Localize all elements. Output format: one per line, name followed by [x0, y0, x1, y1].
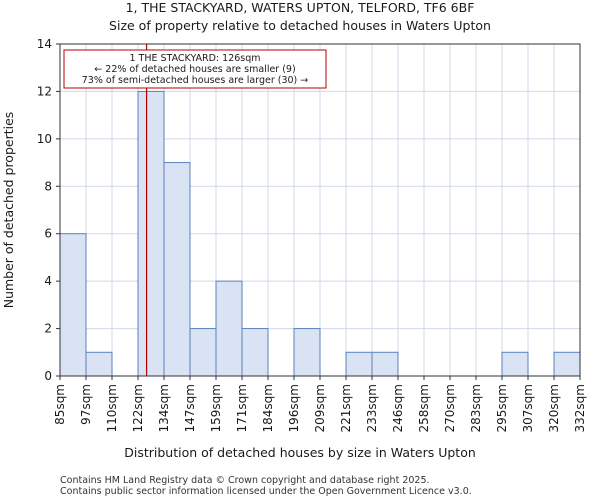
x-tick-label: 97sqm [79, 384, 93, 425]
x-tick-label: 184sqm [261, 384, 275, 432]
bar-233sqm [371, 351, 399, 377]
x-tick-label: 307sqm [521, 384, 535, 432]
bar-134sqm [163, 162, 191, 377]
x-tick-label: 209sqm [313, 384, 327, 432]
x-tick-label: 258sqm [417, 384, 431, 432]
annotation-line-2: ← 22% of detached houses are smaller (9) [94, 64, 295, 75]
x-tick-label: 332sqm [573, 384, 587, 432]
x-tick-label: 295sqm [495, 384, 509, 432]
x-tick-label: 171sqm [235, 384, 249, 432]
bar-221sqm [345, 351, 373, 377]
x-tick-label: 122sqm [131, 384, 145, 432]
x-tick-label: 233sqm [365, 384, 379, 432]
bar-196sqm [293, 328, 321, 377]
x-tick-label: 196sqm [287, 384, 301, 432]
x-tick-label: 147sqm [183, 384, 197, 432]
y-tick-label: 14 [37, 37, 52, 51]
y-tick-label: 8 [44, 179, 52, 193]
x-axis-ticks: 85sqm 97sqm 110sqm 122sqm 134sqm 147sqm 159sqm… [53, 376, 587, 432]
y-tick-label: 2 [44, 322, 52, 336]
y-axis-ticks: 0 2 4 6 8 10 12 14 [37, 37, 60, 383]
bar-85sqm [59, 233, 87, 377]
x-tick-label: 110sqm [105, 384, 119, 432]
chart-title: 1, THE STACKYARD, WATERS UPTON, TELFORD,… [126, 0, 475, 15]
bar-122sqm [137, 90, 165, 377]
annotation-line-3: 73% of semi-detached houses are larger (… [82, 75, 309, 86]
x-tick-label: 85sqm [53, 384, 67, 425]
x-tick-label: 221sqm [339, 384, 353, 432]
bars [59, 90, 581, 377]
annotation-box: 1 THE STACKYARD: 126sqm ← 22% of detache… [63, 49, 327, 89]
bar-295sqm [501, 351, 529, 377]
y-axis-label: Number of detached properties [1, 112, 16, 309]
bar-97sqm [85, 351, 113, 377]
chart-subtitle: Size of property relative to detached ho… [109, 18, 491, 33]
bar-147sqm [189, 328, 217, 377]
x-tick-label: 134sqm [157, 384, 171, 432]
y-tick-label: 6 [44, 227, 52, 241]
y-tick-label: 0 [44, 369, 52, 383]
x-tick-label: 270sqm [443, 384, 457, 432]
x-tick-label: 283sqm [469, 384, 483, 432]
x-tick-label: 159sqm [209, 384, 223, 432]
footer-line-1: Contains HM Land Registry data © Crown c… [60, 475, 430, 486]
x-tick-label: 320sqm [547, 384, 561, 432]
bar-171sqm [241, 328, 269, 377]
annotation-line-1: 1 THE STACKYARD: 126sqm [129, 53, 260, 64]
x-tick-label: 246sqm [391, 384, 405, 432]
y-tick-label: 12 [37, 84, 52, 98]
x-axis-label: Distribution of detached houses by size … [124, 445, 476, 460]
y-tick-label: 10 [37, 132, 52, 146]
footer-line-2: Contains public sector information licen… [60, 486, 472, 497]
bar-159sqm [215, 280, 243, 377]
y-tick-label: 4 [44, 274, 52, 288]
bar-320sqm [553, 351, 581, 377]
